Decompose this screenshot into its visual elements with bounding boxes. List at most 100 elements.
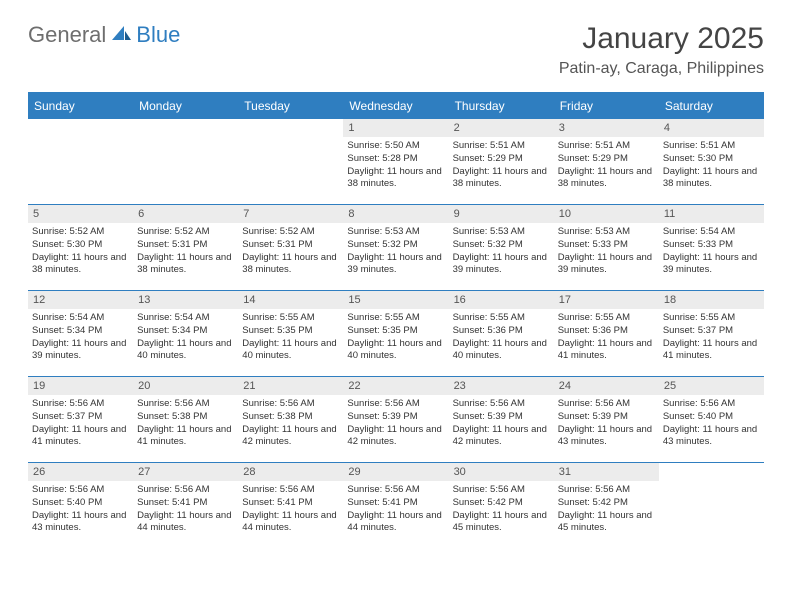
day-number: 17 [554,291,659,309]
day-cell: 18 Sunrise: 5:55 AMSunset: 5:37 PMDayligh… [659,291,764,377]
day-cell: 3 Sunrise: 5:51 AMSunset: 5:29 PMDaylight… [554,119,659,205]
week-row: 5 Sunrise: 5:52 AMSunset: 5:30 PMDaylight… [28,205,764,291]
day-cell: 24Sunrise: 5:56 AMSunset: 5:39 PMDayligh… [554,377,659,463]
day-number: 13 [133,291,238,309]
location-text: Patin-ay, Caraga, Philippines [559,60,764,78]
day-cell: 12 Sunrise: 5:54 AMSunset: 5:34 PMDayligh… [28,291,133,377]
day-cell: 19 Sunrise: 5:56 AMSunset: 5:37 PMDayligh… [28,377,133,463]
day-number: 20 [133,377,238,395]
day-number: 3 [554,119,659,137]
day-cell: 27 Sunrise: 5:56 AMSunset: 5:41 PMDayligh… [133,463,238,549]
day-header: Thursday [449,93,554,119]
calendar-table: SundayMondayTuesdayWednesdayThursdayFrid… [28,92,764,549]
day-header: Sunday [28,93,133,119]
day-info: Sunrise: 5:55 AMSunset: 5:36 PMDaylight:… [453,312,550,363]
day-cell [238,119,343,205]
day-info: Sunrise: 5:51 AMSunset: 5:29 PMDaylight:… [453,140,550,191]
day-number: 1 [343,119,448,137]
day-info: Sunrise: 5:56 AMSunset: 5:41 PMDaylight:… [137,484,234,535]
day-cell: 31 Sunrise: 5:56 AMSunset: 5:42 PMDayligh… [554,463,659,549]
logo-text-general: General [28,22,106,48]
day-cell: 10 Sunrise: 5:53 AMSunset: 5:33 PMDayligh… [554,205,659,291]
day-cell: 15Sunrise: 5:55 AMSunset: 5:35 PMDayligh… [343,291,448,377]
day-number: 28 [238,463,343,481]
day-info: Sunrise: 5:56 AMSunset: 5:39 PMDaylight:… [347,398,444,449]
day-number: 27 [133,463,238,481]
day-header: Friday [554,93,659,119]
week-row: 1 Sunrise: 5:50 AMSunset: 5:28 PMDaylight… [28,119,764,205]
day-cell: 1 Sunrise: 5:50 AMSunset: 5:28 PMDaylight… [343,119,448,205]
week-row: 12 Sunrise: 5:54 AMSunset: 5:34 PMDayligh… [28,291,764,377]
day-cell: 8 Sunrise: 5:53 AMSunset: 5:32 PMDaylight… [343,205,448,291]
day-header: Wednesday [343,93,448,119]
day-info: Sunrise: 5:52 AMSunset: 5:31 PMDaylight:… [137,226,234,277]
day-cell [28,119,133,205]
day-number: 21 [238,377,343,395]
week-row: 19 Sunrise: 5:56 AMSunset: 5:37 PMDayligh… [28,377,764,463]
day-number: 7 [238,205,343,223]
day-info: Sunrise: 5:53 AMSunset: 5:33 PMDaylight:… [558,226,655,277]
day-cell: 2Sunrise: 5:51 AMSunset: 5:29 PMDaylight… [449,119,554,205]
day-info: Sunrise: 5:51 AMSunset: 5:29 PMDaylight:… [558,140,655,191]
day-cell: 26 Sunrise: 5:56 AMSunset: 5:40 PMDayligh… [28,463,133,549]
day-info: Sunrise: 5:52 AMSunset: 5:30 PMDaylight:… [32,226,129,277]
day-info: Sunrise: 5:56 AMSunset: 5:40 PMDaylight:… [32,484,129,535]
day-info: Sunrise: 5:56 AMSunset: 5:41 PMDaylight:… [347,484,444,535]
day-cell: 9Sunrise: 5:53 AMSunset: 5:32 PMDaylight… [449,205,554,291]
day-info: Sunrise: 5:56 AMSunset: 5:40 PMDaylight:… [663,398,760,449]
logo: General Blue [28,22,180,48]
day-cell: 14Sunrise: 5:55 AMSunset: 5:35 PMDayligh… [238,291,343,377]
day-cell: 13Sunrise: 5:54 AMSunset: 5:34 PMDayligh… [133,291,238,377]
month-title: January 2025 [559,22,764,56]
day-number: 26 [28,463,133,481]
day-cell: 22 Sunrise: 5:56 AMSunset: 5:39 PMDayligh… [343,377,448,463]
title-block: January 2025 Patin-ay, Caraga, Philippin… [559,22,764,78]
day-number: 11 [659,205,764,223]
day-info: Sunrise: 5:56 AMSunset: 5:39 PMDaylight:… [453,398,550,449]
day-info: Sunrise: 5:54 AMSunset: 5:33 PMDaylight:… [663,226,760,277]
day-info: Sunrise: 5:52 AMSunset: 5:31 PMDaylight:… [242,226,339,277]
day-info: Sunrise: 5:51 AMSunset: 5:30 PMDaylight:… [663,140,760,191]
day-header-row: SundayMondayTuesdayWednesdayThursdayFrid… [28,93,764,119]
day-cell: 4Sunrise: 5:51 AMSunset: 5:30 PMDaylight… [659,119,764,205]
day-number: 16 [449,291,554,309]
day-cell: 30 Sunrise: 5:56 AMSunset: 5:42 PMDayligh… [449,463,554,549]
header: General Blue January 2025 Patin-ay, Cara… [28,22,764,78]
empty-day [133,119,238,136]
day-info: Sunrise: 5:53 AMSunset: 5:32 PMDaylight:… [347,226,444,277]
day-info: Sunrise: 5:54 AMSunset: 5:34 PMDaylight:… [32,312,129,363]
day-header: Saturday [659,93,764,119]
empty-day [238,119,343,136]
day-info: Sunrise: 5:55 AMSunset: 5:35 PMDaylight:… [347,312,444,363]
day-number: 24 [554,377,659,395]
day-cell [659,463,764,549]
day-number: 10 [554,205,659,223]
day-number: 22 [343,377,448,395]
day-cell [133,119,238,205]
day-info: Sunrise: 5:56 AMSunset: 5:37 PMDaylight:… [32,398,129,449]
logo-text-blue: Blue [136,22,180,48]
day-number: 12 [28,291,133,309]
day-info: Sunrise: 5:56 AMSunset: 5:38 PMDaylight:… [242,398,339,449]
day-cell: 25 Sunrise: 5:56 AMSunset: 5:40 PMDayligh… [659,377,764,463]
day-cell: 5 Sunrise: 5:52 AMSunset: 5:30 PMDaylight… [28,205,133,291]
day-cell: 17Sunrise: 5:55 AMSunset: 5:36 PMDayligh… [554,291,659,377]
day-info: Sunrise: 5:50 AMSunset: 5:28 PMDaylight:… [347,140,444,191]
week-row: 26 Sunrise: 5:56 AMSunset: 5:40 PMDayligh… [28,463,764,549]
day-info: Sunrise: 5:56 AMSunset: 5:42 PMDaylight:… [558,484,655,535]
empty-day [28,119,133,136]
day-number: 31 [554,463,659,481]
day-number: 18 [659,291,764,309]
day-number: 8 [343,205,448,223]
day-number: 30 [449,463,554,481]
day-info: Sunrise: 5:56 AMSunset: 5:38 PMDaylight:… [137,398,234,449]
day-info: Sunrise: 5:55 AMSunset: 5:35 PMDaylight:… [242,312,339,363]
day-info: Sunrise: 5:55 AMSunset: 5:37 PMDaylight:… [663,312,760,363]
day-number: 25 [659,377,764,395]
day-number: 5 [28,205,133,223]
day-number: 19 [28,377,133,395]
day-cell: 7 Sunrise: 5:52 AMSunset: 5:31 PMDaylight… [238,205,343,291]
day-number: 6 [133,205,238,223]
day-cell: 21 Sunrise: 5:56 AMSunset: 5:38 PMDayligh… [238,377,343,463]
day-info: Sunrise: 5:56 AMSunset: 5:42 PMDaylight:… [453,484,550,535]
